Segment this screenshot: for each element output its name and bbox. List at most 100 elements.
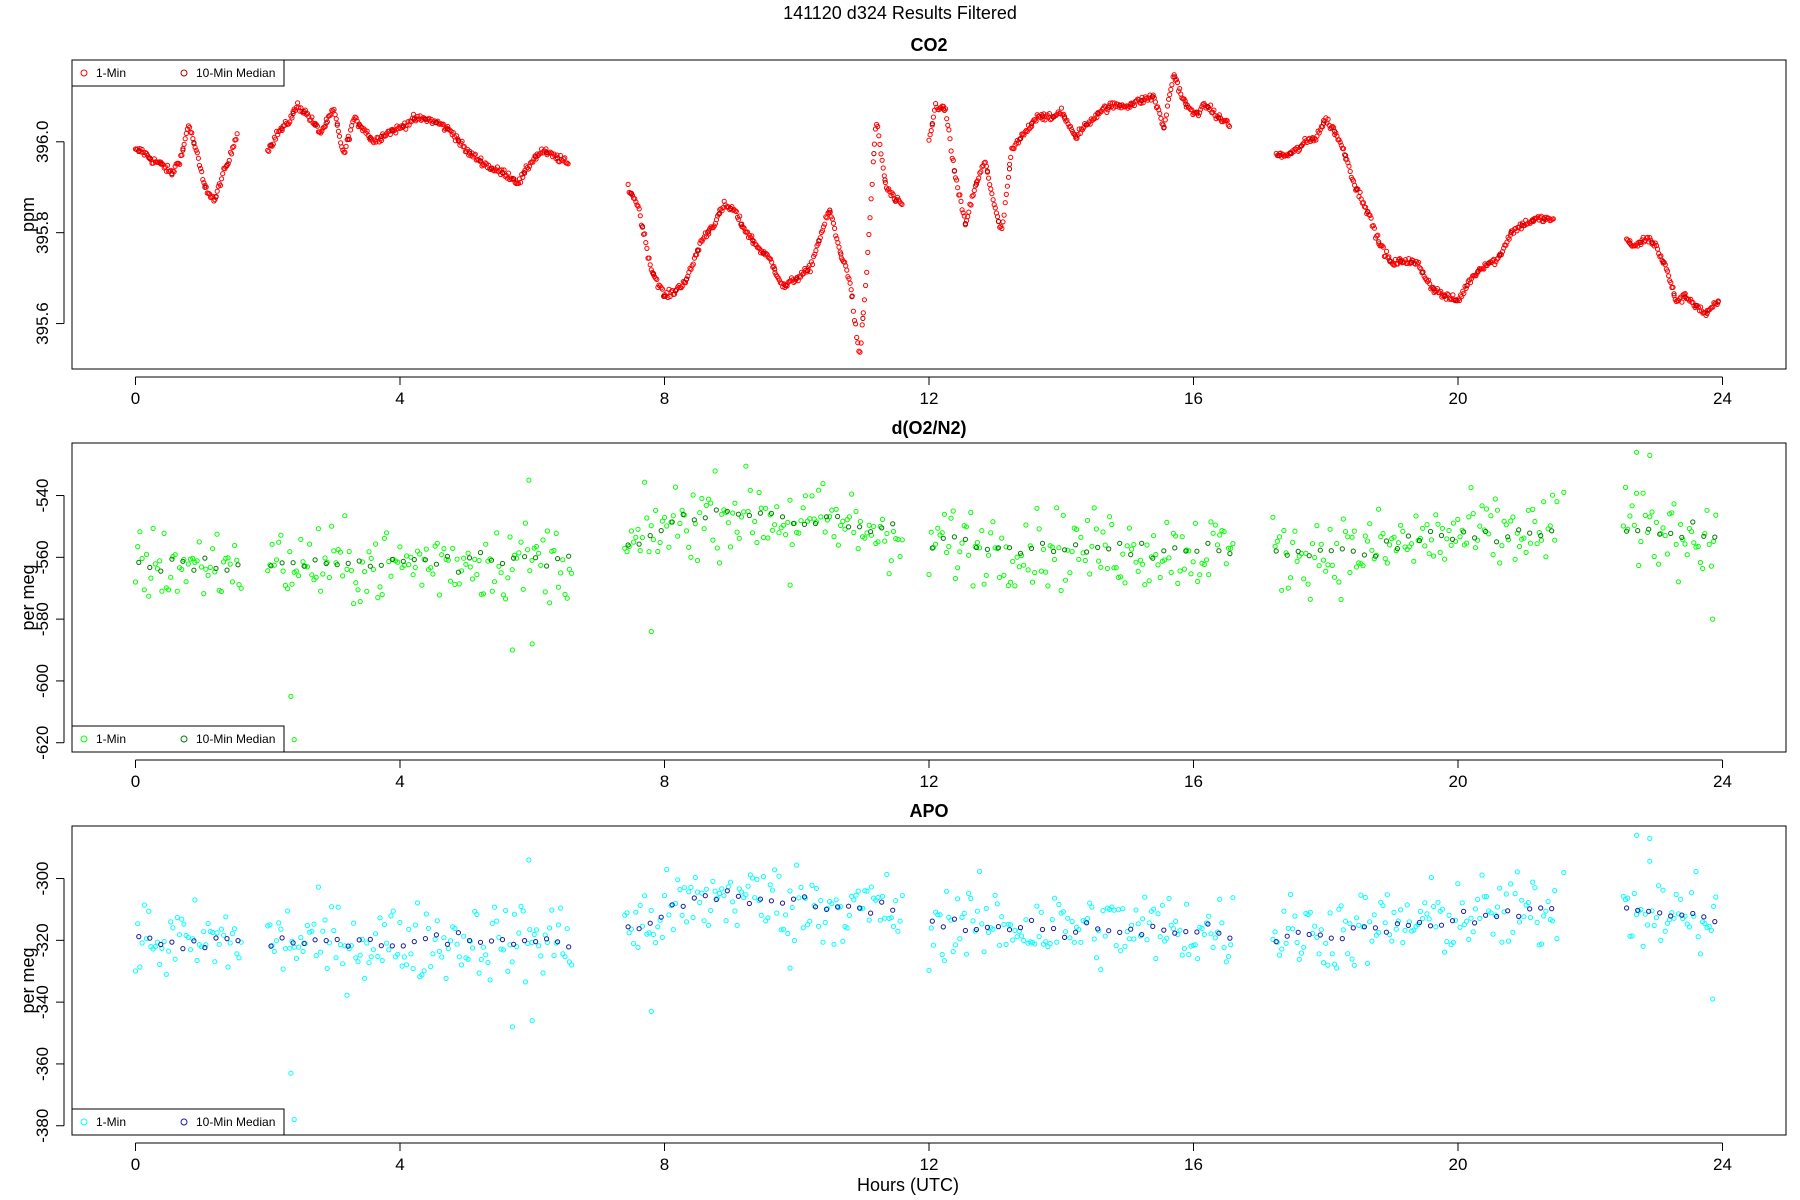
one-min-point <box>450 545 456 552</box>
one-min-point <box>528 160 534 166</box>
one-min-point <box>1395 261 1401 267</box>
one-min-point <box>635 203 641 209</box>
one-min-point <box>1078 939 1084 945</box>
one-min-point <box>740 224 746 230</box>
one-min-point <box>172 956 178 962</box>
one-min-point <box>293 568 299 574</box>
one-min-point <box>183 579 189 585</box>
one-min-point <box>679 283 685 289</box>
one-min-point <box>1058 105 1065 111</box>
median-point <box>345 943 351 949</box>
median-point <box>191 567 197 573</box>
one-min-point <box>203 942 209 948</box>
one-min-point <box>1647 452 1653 458</box>
one-min-point <box>291 944 297 950</box>
y-axis-label: ppm <box>18 197 38 232</box>
median-point <box>702 515 708 521</box>
median-point <box>1660 258 1666 265</box>
one-min-point <box>1391 909 1397 916</box>
one-min-point <box>1660 887 1666 893</box>
one-min-point <box>348 568 354 574</box>
one-min-point <box>496 563 502 569</box>
one-min-point <box>456 954 462 960</box>
one-min-point <box>1508 518 1514 524</box>
median-point <box>224 567 230 573</box>
one-min-point <box>1512 891 1518 897</box>
one-min-point <box>716 890 723 897</box>
one-min-point <box>196 539 202 545</box>
one-min-point <box>1018 933 1025 939</box>
one-min-point <box>1007 922 1014 928</box>
chart-panel-2: d(O2/N2)0 4 8 12 16 20 24-620-600-580-560-540p… <box>18 418 1787 791</box>
median-point <box>1039 926 1046 933</box>
one-min-point <box>935 912 941 918</box>
one-min-point <box>1323 940 1329 946</box>
one-min-point <box>1051 895 1058 901</box>
one-min-point <box>300 559 306 565</box>
median-point <box>1549 906 1555 912</box>
one-min-point <box>824 215 830 221</box>
median-point <box>757 896 764 902</box>
median-point <box>466 937 473 944</box>
one-min-point <box>1325 562 1331 568</box>
one-min-point <box>875 123 881 130</box>
one-min-point <box>1475 896 1481 903</box>
one-min-point <box>381 921 387 928</box>
one-min-point <box>1131 936 1137 942</box>
median-point <box>136 559 142 566</box>
one-min-point <box>930 942 937 948</box>
median-point <box>1084 920 1090 926</box>
median-point <box>1095 544 1101 551</box>
one-min-point <box>164 162 171 168</box>
one-min-point <box>850 308 857 314</box>
one-min-point <box>379 957 385 964</box>
one-min-point <box>976 175 982 181</box>
one-min-point <box>1519 897 1525 903</box>
one-min-point <box>1370 223 1376 229</box>
one-min-point <box>1380 531 1386 537</box>
one-min-point <box>1706 541 1712 548</box>
one-min-point <box>1380 903 1386 909</box>
one-min-point <box>990 926 996 932</box>
median-point <box>1051 925 1057 932</box>
one-min-point <box>632 196 638 202</box>
one-min-point <box>937 912 943 918</box>
median-point <box>312 122 318 128</box>
one-min-point <box>807 269 813 275</box>
one-min-point <box>1420 525 1426 531</box>
one-min-point <box>1087 121 1093 127</box>
one-min-point <box>1660 525 1666 531</box>
one-min-point <box>1376 506 1382 512</box>
one-min-point <box>1025 567 1031 573</box>
one-min-point <box>181 141 187 147</box>
one-min-point <box>1179 952 1185 958</box>
one-min-point <box>536 550 542 556</box>
one-min-point <box>1634 449 1640 455</box>
one-min-point <box>1708 927 1715 934</box>
median-point <box>929 918 935 924</box>
one-min-point <box>229 579 235 585</box>
one-min-point <box>1003 941 1009 948</box>
median-point <box>1420 269 1426 275</box>
one-min-point <box>1493 259 1499 265</box>
one-min-point <box>1679 299 1685 305</box>
median-point <box>1657 910 1663 916</box>
median-point <box>940 924 946 930</box>
one-min-point <box>827 209 833 215</box>
one-min-point <box>1226 123 1233 130</box>
one-min-point <box>1279 587 1285 593</box>
one-min-point <box>1340 516 1346 522</box>
median-point <box>356 121 362 127</box>
one-min-point <box>1166 895 1172 902</box>
one-min-point <box>1636 562 1642 569</box>
one-min-point <box>1230 895 1236 901</box>
median-point <box>691 895 697 901</box>
legend-marker <box>80 1118 88 1126</box>
median-point <box>1150 555 1156 561</box>
one-min-point <box>712 468 718 474</box>
one-min-point <box>1342 918 1349 924</box>
one-min-point <box>1450 939 1457 945</box>
median-point <box>1427 923 1434 929</box>
one-min-point <box>738 889 745 895</box>
